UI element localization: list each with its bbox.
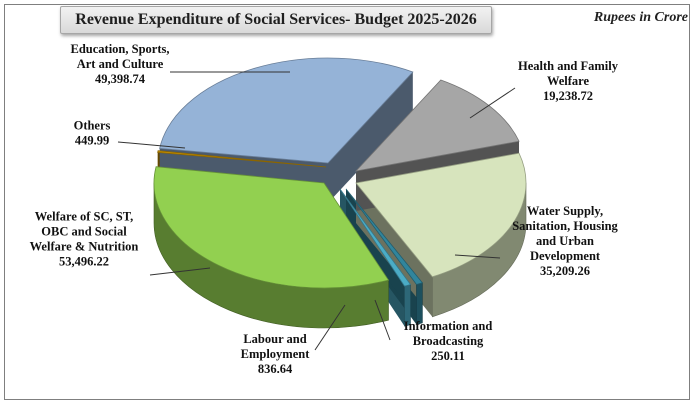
slice-top-others (157, 150, 327, 168)
slice-top-education (159, 57, 414, 164)
leader-health (469, 87, 516, 119)
slice-top-health (354, 79, 520, 172)
slice-label-labour: Labour and Employment 836.64 (241, 332, 311, 376)
slice-label-health: Health and Family Welfare 19,238.72 (518, 59, 619, 103)
leader-water (454, 254, 501, 259)
slice-label-water: Water Supply, Sanitation, Housing and Urba… (512, 204, 618, 278)
chart-title: Revenue Expenditure of Social Services- … (60, 6, 492, 34)
units-label: Rupees in Crore (593, 10, 688, 25)
leader-labour (314, 304, 346, 351)
slice-labels: Education, Sports, Art and Culture 49,398.… (30, 42, 619, 376)
leader-lines (117, 71, 516, 351)
slice-label-education: Education, Sports, Art and Culture 49,398.… (71, 42, 170, 86)
slice-top-welfare (153, 166, 390, 289)
pie-tops (153, 57, 527, 289)
leader-others (117, 141, 186, 149)
chart-title-text: Revenue Expenditure of Social Services- … (75, 11, 477, 28)
slice-top-info (345, 188, 424, 286)
slice-label-others: Others 449.99 (74, 119, 111, 148)
slice-label-welfare: Welfare of SC, ST, OBC and Social Welfare … (30, 210, 139, 269)
leader-welfare (149, 267, 211, 276)
slice-top-labour (339, 188, 412, 287)
slice-label-info: Information and Broadcasting 250.11 (404, 319, 493, 363)
leader-info (374, 299, 391, 341)
slice-wall-education-1 (328, 72, 413, 203)
slice-top-water (355, 152, 527, 278)
